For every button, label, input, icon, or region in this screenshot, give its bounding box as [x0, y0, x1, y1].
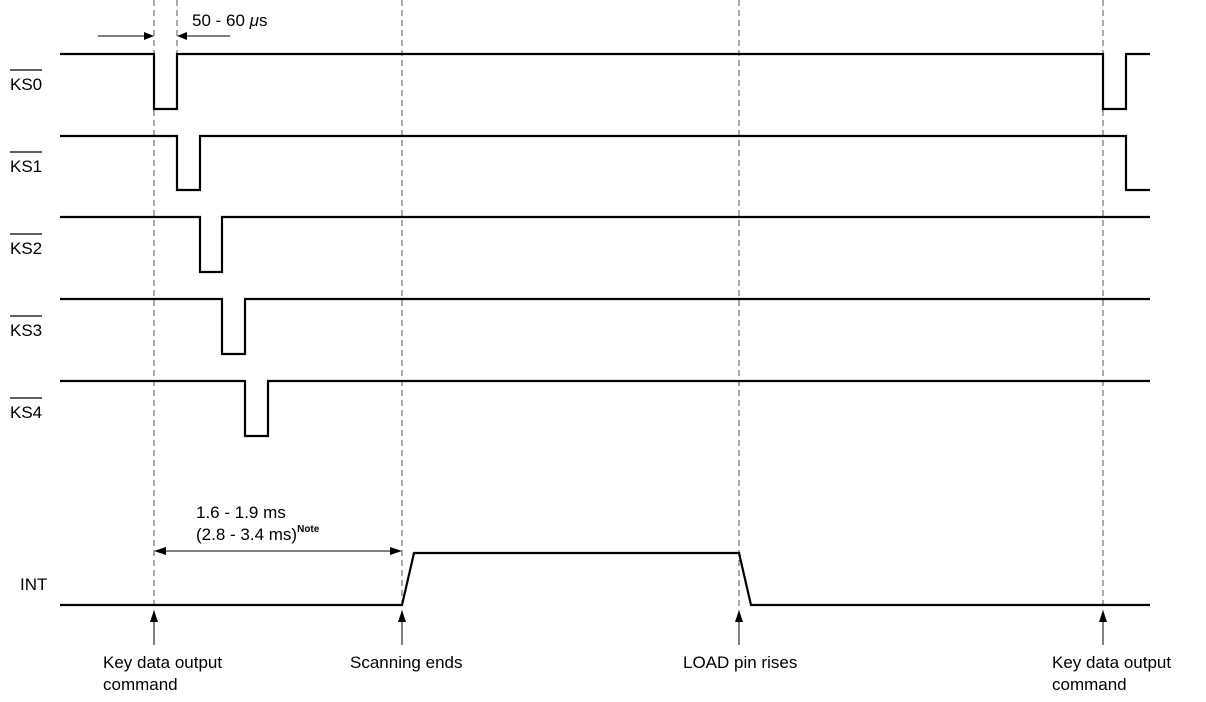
event-label-key-data-cmd-1-line2: command — [103, 675, 178, 694]
event-labels: Key data output command Scanning ends LO… — [103, 653, 1171, 694]
event-label-load-rises: LOAD pin rises — [683, 653, 797, 672]
signal-int: INT — [20, 551, 1150, 607]
waveform-ks3 — [60, 297, 1150, 356]
waveform-ks2 — [60, 215, 1150, 274]
waveform-ks4 — [60, 379, 1150, 438]
signal-label-int: INT — [20, 575, 47, 594]
signal-label-ks1: KS1 — [10, 157, 42, 176]
signal-ks1: KS1 — [10, 134, 1150, 192]
event-label-key-data-cmd-2-line1: Key data output — [1052, 653, 1171, 672]
event-arrows — [150, 610, 1107, 645]
scan-time-label: 1.6 - 1.9 ms — [196, 503, 286, 522]
signal-label-ks0: KS0 — [10, 75, 42, 94]
signal-label-ks2: KS2 — [10, 239, 42, 258]
signal-ks4: KS4 — [10, 379, 1150, 438]
scan-time-dimension: 1.6 - 1.9 ms (2.8 - 3.4 ms)Note — [154, 503, 402, 555]
waveform-ks1 — [60, 134, 1150, 192]
guide-lines — [153, 0, 1104, 612]
signal-ks0: KS0 — [10, 52, 1150, 111]
pulse-width-label: 50 - 60 μs — [192, 11, 267, 30]
signal-ks3: KS3 — [10, 297, 1150, 356]
event-label-key-data-cmd-1-line1: Key data output — [103, 653, 222, 672]
waveform-int — [60, 551, 1150, 607]
signal-label-ks4: KS4 — [10, 403, 42, 422]
signal-ks2: KS2 — [10, 215, 1150, 274]
event-label-scanning-ends: Scanning ends — [350, 653, 462, 672]
event-label-key-data-cmd-2-line2: command — [1052, 675, 1127, 694]
waveform-ks0 — [60, 52, 1150, 111]
signal-label-ks3: KS3 — [10, 321, 42, 340]
scan-time-alt-label: (2.8 - 3.4 ms)Note — [196, 524, 320, 544]
note-superscript: Note — [297, 524, 320, 535]
pulse-width-dimension: 50 - 60 μs — [98, 11, 267, 40]
